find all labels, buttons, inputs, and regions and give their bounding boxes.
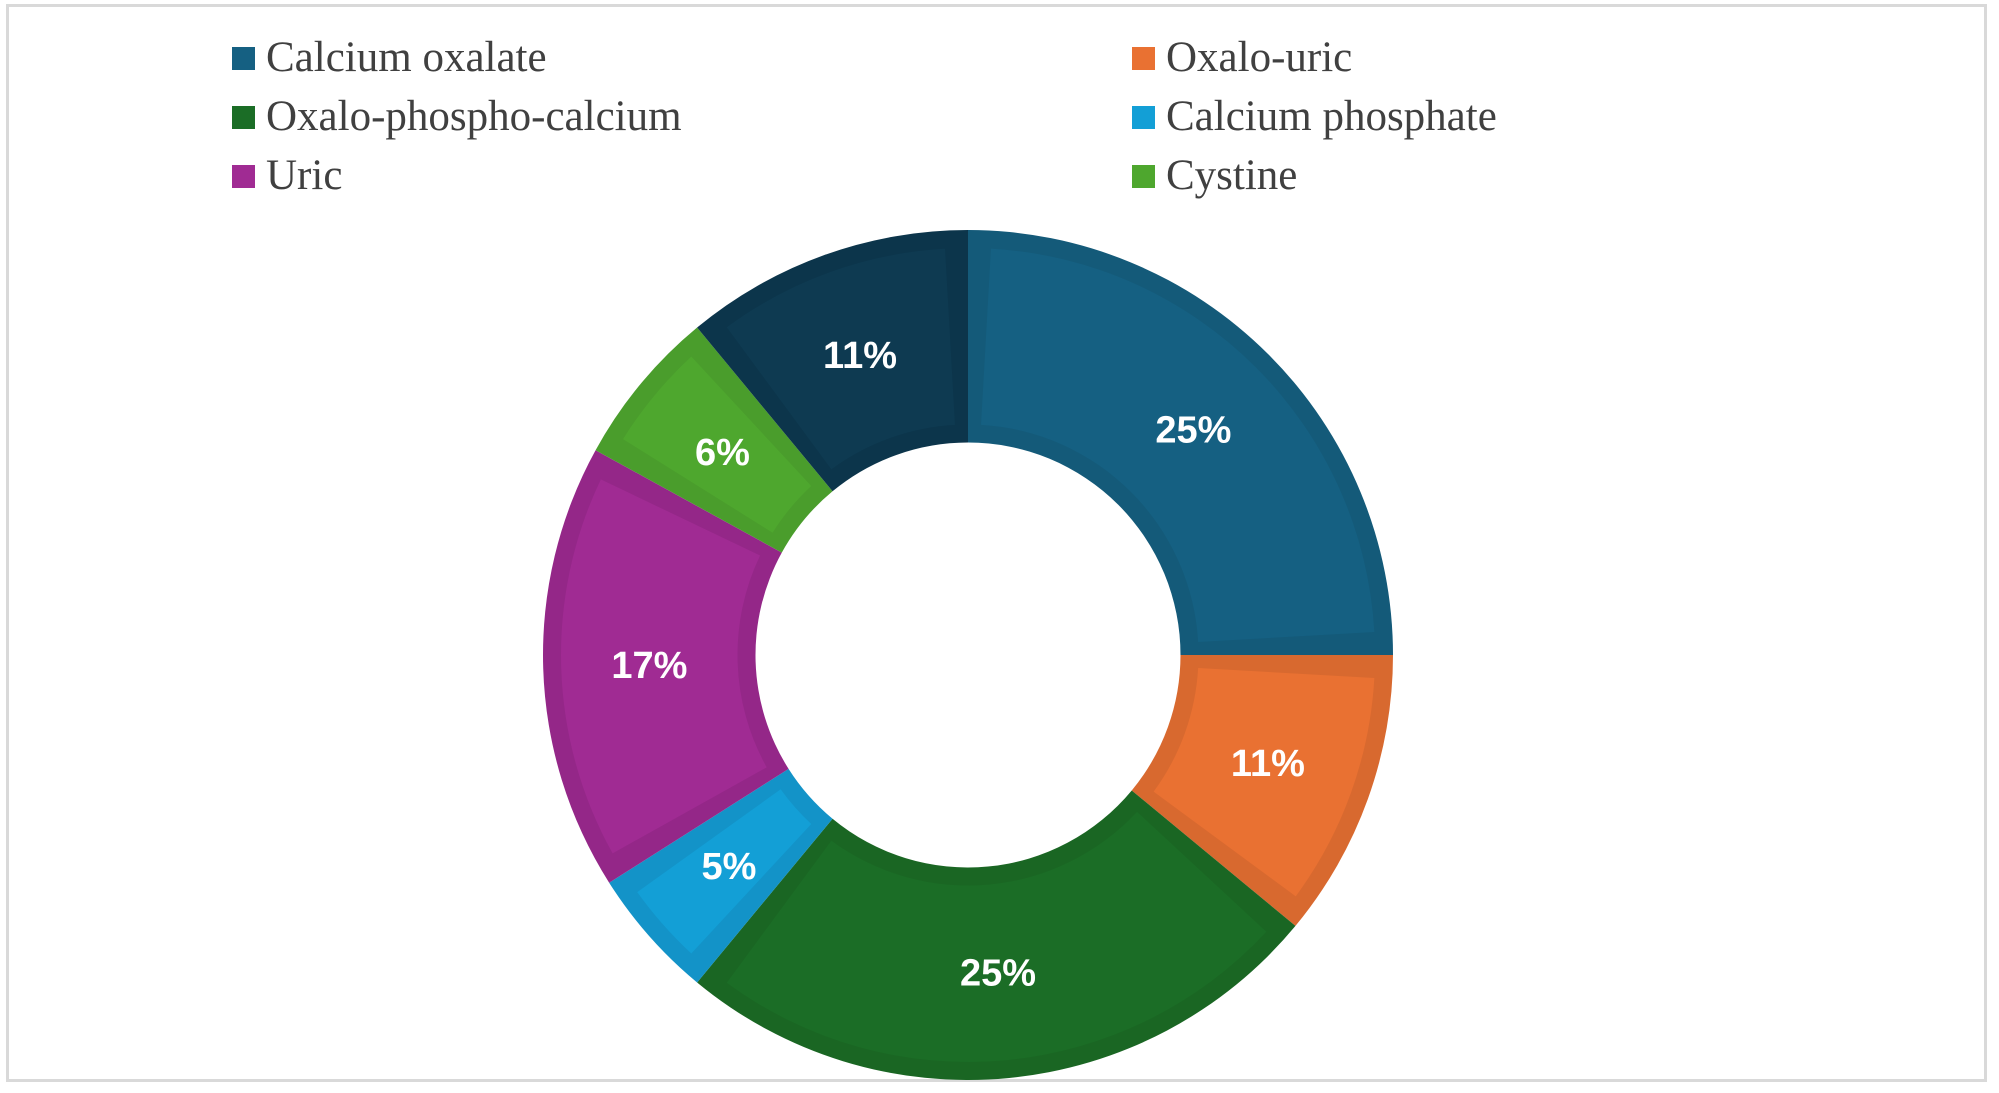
legend-swatch-uric — [232, 164, 255, 188]
slice-value-label: 25% — [1155, 410, 1231, 452]
donut-slice-fill-oxalo-uric — [1153, 668, 1375, 897]
slice-value-label: 17% — [611, 645, 687, 687]
legend-swatch-calcium-oxalate — [232, 46, 255, 70]
donut-slice-fill-calcium-oxalate — [981, 248, 1375, 642]
donut-slice-fill-oxalo-phospho-calcium — [726, 811, 1267, 1062]
slice-value-label: 5% — [701, 846, 756, 888]
legend-swatch-oxalo-phospho-calcium — [232, 105, 255, 129]
legend-item-calcium-phosphate: Calcium phosphate — [1132, 89, 1497, 145]
chart-legend: Calcium oxalate Oxalo-uric Oxalo-phospho… — [0, 0, 1999, 210]
slice-value-label: 11% — [1231, 743, 1305, 785]
legend-label: Oxalo-phospho-calcium — [266, 93, 682, 140]
legend-label: Calcium phosphate — [1166, 93, 1497, 140]
donut-slice-fill-uric — [560, 479, 767, 854]
legend-label: Calcium oxalate — [266, 34, 547, 81]
legend-item-oxalo-phospho-calcium: Oxalo-phospho-calcium — [232, 89, 682, 145]
slice-value-label: 11% — [823, 335, 897, 377]
legend-label: Cystine — [1166, 152, 1298, 199]
legend-label: Oxalo-uric — [1166, 34, 1353, 81]
legend-item-oxalo-uric: Oxalo-uric — [1132, 30, 1352, 86]
legend-item-cystine: Cystine — [1132, 148, 1297, 204]
legend-swatch-cystine — [1132, 164, 1155, 188]
donut-slice-fill-cystine — [622, 356, 812, 533]
donut-slice-fill-calcium-phosphate — [637, 789, 812, 954]
slice-value-label: 6% — [695, 432, 750, 474]
legend-swatch-oxalo-uric — [1132, 46, 1155, 70]
legend-item-calcium-oxalate: Calcium oxalate — [232, 30, 547, 86]
legend-swatch-calcium-phosphate — [1132, 105, 1155, 129]
slice-value-label: 25% — [960, 952, 1036, 994]
legend-label: Uric — [266, 152, 343, 199]
donut-slices — [543, 230, 1393, 1080]
legend-item-uric: Uric — [232, 148, 342, 204]
donut-slice-fill-unlabeled — [726, 248, 955, 470]
donut-labels: 25% 11% 25% 5% 17% 6% 11% — [611, 335, 1305, 994]
